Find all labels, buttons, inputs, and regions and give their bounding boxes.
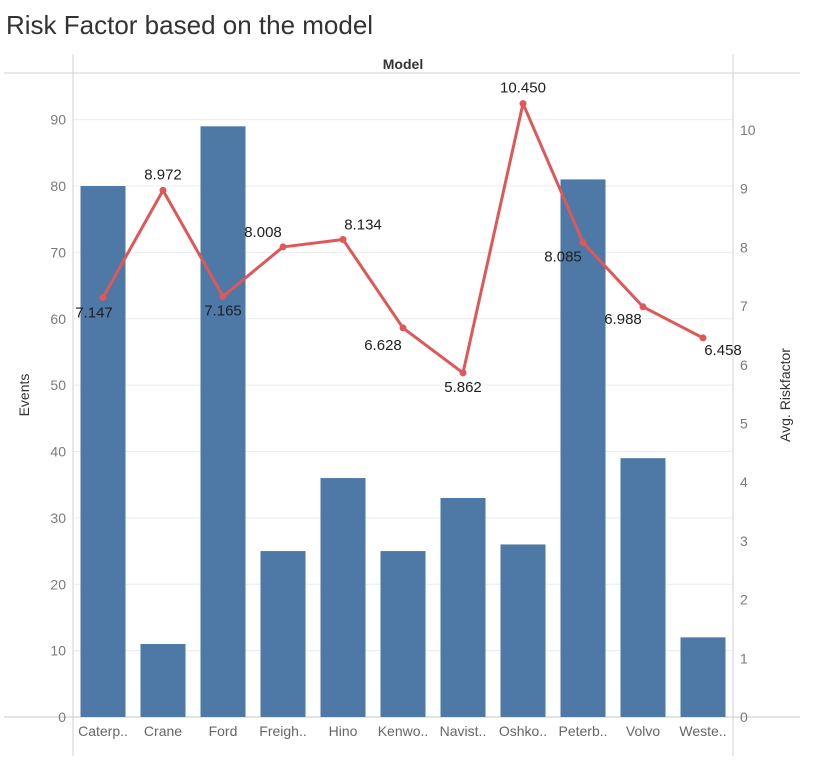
right-axis-title: Avg. Riskfactor [777, 348, 793, 442]
events-bar [140, 643, 186, 717]
riskfactor-data-label: 6.988 [604, 311, 642, 328]
riskfactor-point [699, 334, 707, 342]
events-bar [80, 186, 126, 718]
left-tick-label: 0 [58, 709, 66, 725]
right-tick-label: 4 [740, 474, 748, 490]
left-tick-label: 10 [50, 643, 66, 659]
riskfactor-line-path [101, 102, 704, 375]
riskfactor-point [399, 324, 407, 332]
category-label: Kenwo.. [378, 723, 429, 739]
left-tick-label: 50 [50, 377, 66, 393]
riskfactor-data-label: 5.862 [444, 379, 482, 396]
category-label: Crane [144, 723, 182, 739]
category-label: Hino [329, 723, 358, 739]
right-tick-label: 8 [740, 239, 748, 255]
category-label: Weste.. [679, 723, 726, 739]
riskfactor-point [219, 292, 227, 300]
riskfactor-line [99, 100, 707, 377]
category-label: Oshko.. [499, 723, 547, 739]
riskfactor-data-label: 6.628 [364, 337, 402, 354]
riskfactor-point [159, 186, 167, 194]
category-label: Peterb.. [558, 723, 607, 739]
left-axis-title: Events [16, 374, 32, 417]
right-tick-label: 3 [740, 533, 748, 549]
riskfactor-point [579, 238, 587, 246]
events-bar [260, 551, 306, 717]
events-bar [560, 179, 606, 717]
right-tick-label: 6 [740, 357, 748, 373]
model-header: Model [383, 56, 423, 72]
chart-title: Risk Factor based on the model [6, 10, 374, 40]
category-label: Freigh.. [259, 723, 306, 739]
riskfactor-data-label: 10.450 [500, 80, 546, 97]
category-labels: Caterp.. Crane Ford Freigh.. Hino Kenwo.. Navi… [78, 723, 727, 739]
left-axis-ticks: 0 10 20 30 40 50 60 70 80 90 [50, 112, 66, 725]
events-bar [320, 478, 366, 717]
right-tick-label: 5 [740, 416, 748, 432]
riskfactor-point [339, 236, 347, 244]
right-tick-label: 9 [740, 181, 748, 197]
right-tick-label: 2 [740, 592, 748, 608]
riskfactor-data-label: 7.147 [75, 304, 113, 321]
riskfactor-data-label: 8.008 [244, 224, 282, 241]
left-tick-label: 30 [50, 510, 66, 526]
right-tick-label: 10 [740, 122, 756, 138]
events-bar [680, 637, 726, 717]
riskfactor-data-label: 8.972 [144, 166, 182, 183]
left-tick-label: 70 [50, 244, 66, 260]
category-label: Caterp.. [78, 723, 128, 739]
events-bar [200, 126, 246, 717]
riskfactor-point [519, 100, 527, 108]
events-bar [380, 551, 426, 717]
events-bar [620, 458, 666, 717]
events-bar [500, 544, 546, 717]
riskfactor-data-label: 7.165 [204, 302, 242, 319]
riskfactor-data-label: 6.458 [704, 342, 742, 359]
riskfactor-point [99, 293, 107, 301]
right-tick-label: 0 [740, 709, 748, 725]
left-tick-label: 20 [50, 576, 66, 592]
riskfactor-data-label: 8.134 [344, 217, 382, 234]
riskfactor-data-labels: 7.147 8.972 7.165 8.008 8.134 6.628 5.862 10.45… [75, 80, 742, 396]
category-label: Volvo [626, 723, 660, 739]
category-label: Ford [209, 723, 238, 739]
riskfactor-point [279, 243, 287, 251]
category-label: Navist.. [440, 723, 487, 739]
left-tick-label: 40 [50, 444, 66, 460]
riskfactor-point [459, 369, 467, 377]
right-tick-label: 7 [740, 298, 748, 314]
events-bar [440, 497, 486, 717]
riskfactor-data-label: 8.085 [544, 248, 582, 265]
left-tick-label: 80 [50, 178, 66, 194]
right-axis-ticks: 0 1 2 3 4 5 6 7 8 9 10 [740, 122, 756, 725]
left-tick-label: 60 [50, 311, 66, 327]
riskfactor-point [639, 303, 647, 311]
right-tick-label: 1 [740, 650, 748, 666]
events-bars [80, 126, 726, 718]
left-tick-label: 90 [50, 112, 66, 128]
